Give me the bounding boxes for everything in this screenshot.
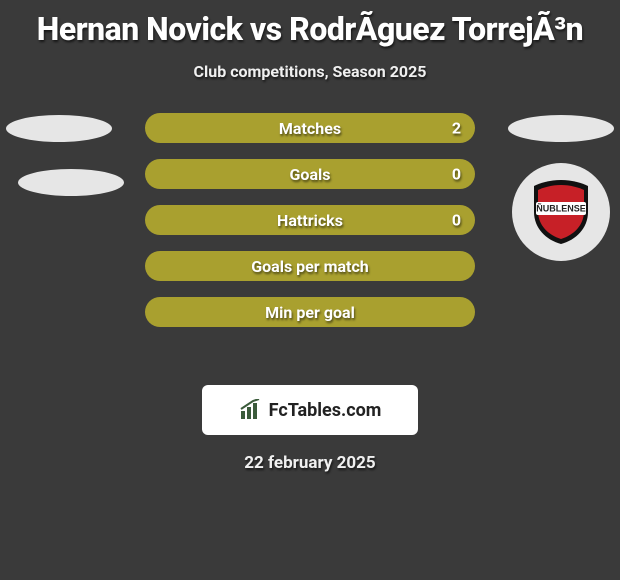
stat-bar-matches: Matches 2 (145, 113, 475, 143)
stat-label: Matches (279, 119, 341, 138)
date-text: 22 february 2025 (0, 453, 620, 473)
stat-bar-goals-per-match: Goals per match (145, 251, 475, 281)
placeholder-oval (18, 169, 124, 196)
stats-area: ÑUBLENSE Matches 2 Goals 0 Hattricks 0 G… (0, 113, 620, 373)
logo-text: FcTables.com (269, 400, 382, 421)
stat-label: Hattricks (277, 211, 343, 230)
stat-bar-min-per-goal: Min per goal (145, 297, 475, 327)
team-badge-text: ÑUBLENSE (536, 204, 586, 214)
team-shield-icon: ÑUBLENSE (530, 178, 592, 246)
stat-value: 2 (452, 119, 461, 138)
fctables-logo: FcTables.com (202, 385, 418, 435)
stat-value: 0 (452, 165, 461, 184)
placeholder-oval (6, 115, 112, 142)
placeholder-oval (508, 115, 614, 142)
stat-label: Goals (290, 165, 331, 184)
stat-value: 0 (452, 211, 461, 230)
stat-bar-hattricks: Hattricks 0 (145, 205, 475, 235)
page-subtitle: Club competitions, Season 2025 (0, 62, 620, 81)
stat-bars: Matches 2 Goals 0 Hattricks 0 Goals per … (145, 113, 475, 343)
page-title: Hernan Novick vs RodrÃ­guez TorrejÃ³n (0, 0, 620, 48)
team-badge: ÑUBLENSE (512, 163, 610, 261)
stat-label: Min per goal (265, 303, 355, 322)
stat-label: Goals per match (251, 257, 369, 276)
stat-bar-goals: Goals 0 (145, 159, 475, 189)
bar-chart-icon (239, 399, 263, 421)
